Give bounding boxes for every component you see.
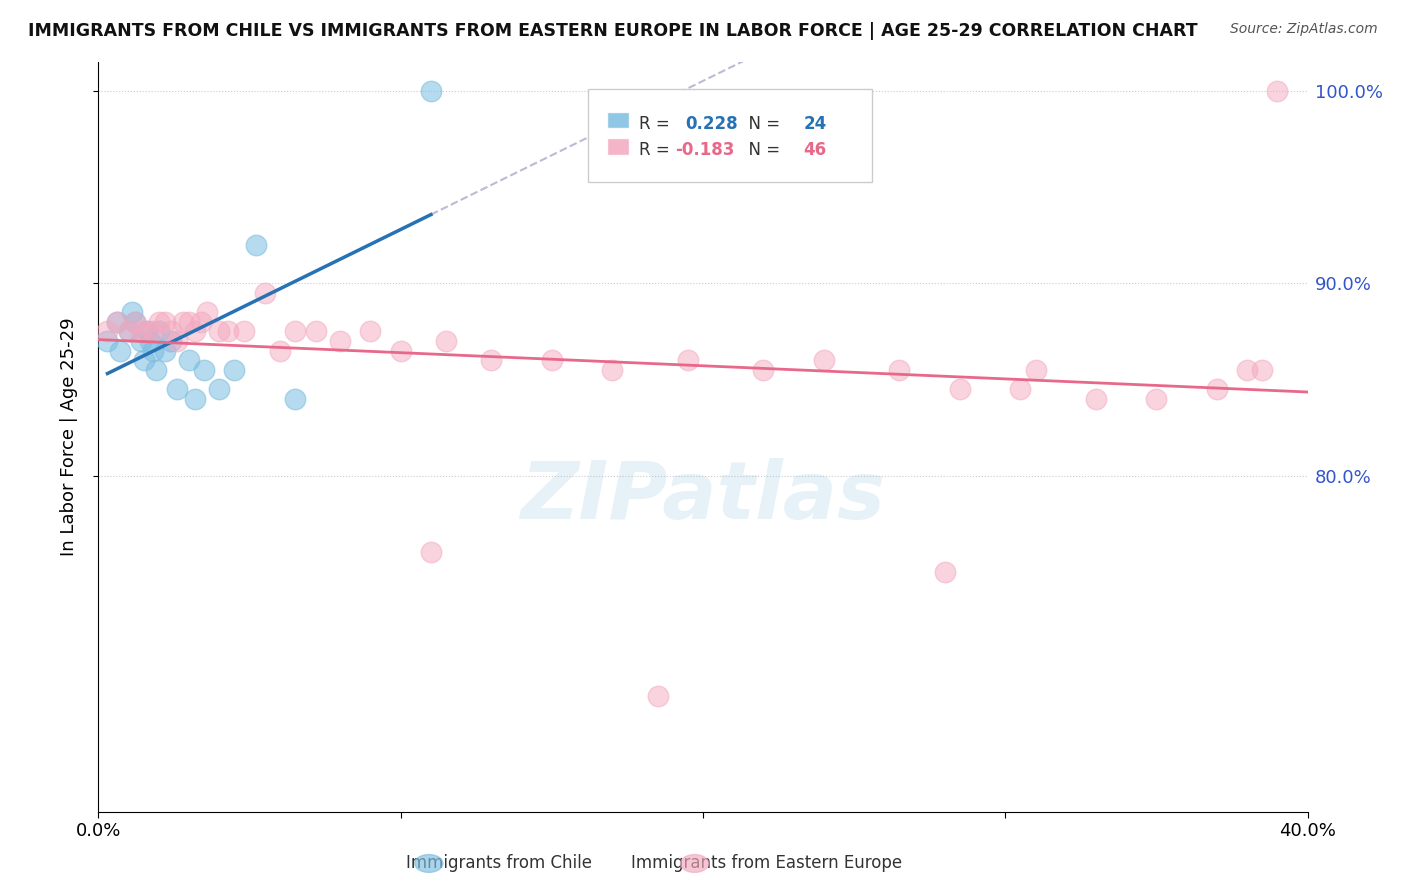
Point <box>434 334 457 348</box>
Point <box>305 325 328 339</box>
Point <box>389 343 412 358</box>
Point <box>124 315 146 329</box>
Point <box>284 325 307 339</box>
Point <box>245 238 267 252</box>
Point <box>284 392 307 406</box>
Point <box>160 325 183 339</box>
Point <box>135 325 157 339</box>
Point <box>118 325 141 339</box>
Text: R =: R = <box>638 141 675 159</box>
Point <box>1236 363 1258 377</box>
Text: IMMIGRANTS FROM CHILE VS IMMIGRANTS FROM EASTERN EUROPE IN LABOR FORCE | AGE 25-: IMMIGRANTS FROM CHILE VS IMMIGRANTS FROM… <box>28 22 1198 40</box>
Point <box>184 392 207 406</box>
Point <box>481 353 503 368</box>
Point <box>420 84 443 98</box>
Point <box>153 315 176 329</box>
Point <box>145 363 167 377</box>
Point <box>208 325 231 339</box>
FancyBboxPatch shape <box>588 88 872 182</box>
Point <box>148 325 170 339</box>
Point <box>1251 363 1274 377</box>
Point <box>166 334 188 348</box>
Text: Immigrants from Chile: Immigrants from Chile <box>406 855 592 872</box>
Point <box>1085 392 1108 406</box>
Point <box>1024 363 1046 377</box>
Text: N =: N = <box>738 141 786 159</box>
Point <box>105 315 128 329</box>
Text: 46: 46 <box>803 141 827 159</box>
Point <box>142 343 165 358</box>
Point <box>752 363 775 377</box>
Point <box>934 565 956 579</box>
Point <box>217 325 239 339</box>
Point <box>129 325 152 339</box>
Point <box>949 382 972 396</box>
Point <box>118 325 141 339</box>
Point <box>139 334 162 348</box>
Point <box>105 315 128 329</box>
Point <box>329 334 352 348</box>
Point <box>360 325 382 339</box>
Text: Source: ZipAtlas.com: Source: ZipAtlas.com <box>1230 22 1378 37</box>
Point <box>179 353 201 368</box>
Point <box>132 353 155 368</box>
FancyBboxPatch shape <box>607 138 630 154</box>
Point <box>160 334 183 348</box>
Point <box>1010 382 1032 396</box>
Point <box>195 305 218 319</box>
Point <box>96 334 118 348</box>
Point <box>96 325 118 339</box>
Point <box>129 334 152 348</box>
Point <box>1206 382 1229 396</box>
Point <box>224 363 246 377</box>
Point <box>172 315 194 329</box>
Point <box>889 363 911 377</box>
Y-axis label: In Labor Force | Age 25-29: In Labor Force | Age 25-29 <box>59 318 77 557</box>
Point <box>193 363 215 377</box>
Point <box>540 353 562 368</box>
Point <box>1267 84 1289 98</box>
Point <box>124 315 146 329</box>
Text: Immigrants from Eastern Europe: Immigrants from Eastern Europe <box>631 855 901 872</box>
Point <box>420 545 443 559</box>
Point <box>208 382 231 396</box>
Point <box>108 343 131 358</box>
Point <box>166 382 188 396</box>
Point <box>135 325 157 339</box>
Point <box>602 363 624 377</box>
Point <box>153 343 176 358</box>
Point <box>142 325 165 339</box>
Point <box>179 315 201 329</box>
Point <box>269 343 291 358</box>
Point <box>253 285 276 300</box>
FancyBboxPatch shape <box>607 112 630 128</box>
Text: 0.228: 0.228 <box>685 115 738 133</box>
Point <box>1144 392 1167 406</box>
Text: ZIPatlas: ZIPatlas <box>520 458 886 536</box>
Text: N =: N = <box>738 115 786 133</box>
Text: 24: 24 <box>803 115 827 133</box>
Point <box>184 325 207 339</box>
Point <box>647 690 669 704</box>
Point <box>148 315 170 329</box>
Text: R =: R = <box>638 115 675 133</box>
Point <box>121 305 143 319</box>
Point <box>232 325 254 339</box>
Point <box>676 353 699 368</box>
Point <box>190 315 212 329</box>
Point <box>813 353 835 368</box>
Text: -0.183: -0.183 <box>675 141 734 159</box>
